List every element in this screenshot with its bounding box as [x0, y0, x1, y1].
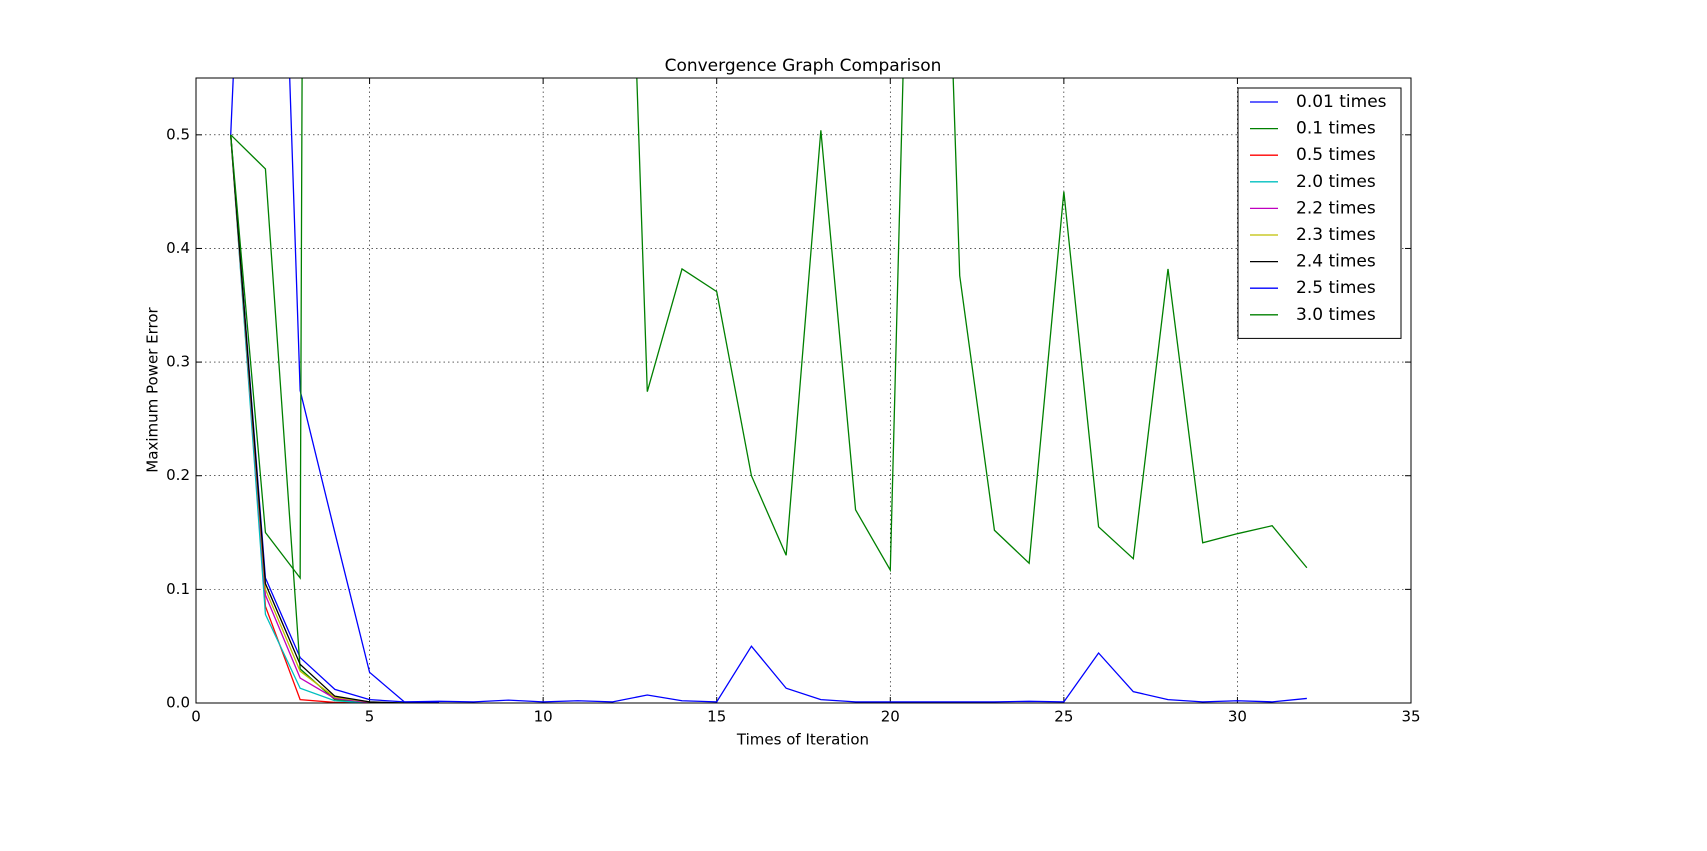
x-tick-label: 20 — [881, 708, 900, 726]
series-line — [230, 134, 405, 703]
plot-area — [230, 78, 1308, 703]
y-tick-label: 0.3 — [166, 353, 190, 371]
series-line — [230, 134, 370, 703]
x-tick-label: 10 — [534, 708, 553, 726]
legend-label: 2.4 times — [1296, 252, 1376, 272]
legend-label: 3.0 times — [1296, 305, 1376, 325]
y-tick-label: 0.1 — [166, 580, 190, 598]
legend-label: 2.2 times — [1296, 198, 1376, 218]
legend-label: 2.5 times — [1296, 278, 1376, 298]
x-tick-label: 35 — [1401, 708, 1420, 726]
chart-title: Convergence Graph Comparison — [665, 56, 942, 76]
x-tick-label: 5 — [365, 708, 375, 726]
series-line — [230, 78, 1308, 580]
legend-label: 0.5 times — [1296, 145, 1376, 165]
legend-label: 2.3 times — [1296, 225, 1376, 245]
y-tick-label: 0.2 — [166, 466, 190, 484]
series-line — [230, 134, 405, 703]
legend-label: 2.0 times — [1296, 172, 1376, 192]
plot-frame — [195, 77, 1412, 704]
y-tick-label: 0.0 — [166, 694, 190, 712]
series-line — [230, 78, 1307, 703]
y-tick-label: 0.5 — [166, 125, 190, 143]
y-tick-label: 0.4 — [166, 239, 190, 257]
legend-label: 0.01 times — [1296, 92, 1387, 112]
x-tick-label: 15 — [707, 708, 726, 726]
x-tick-label: 0 — [191, 708, 201, 726]
y-axis-label: Maximum Power Error — [144, 306, 162, 472]
legend-box — [1237, 87, 1402, 339]
series-line — [230, 134, 440, 703]
x-tick-label: 25 — [1054, 708, 1073, 726]
legend-label: 0.1 times — [1296, 119, 1376, 139]
x-tick-label: 30 — [1228, 708, 1247, 726]
x-axis-label: Times of Iteration — [736, 731, 869, 749]
